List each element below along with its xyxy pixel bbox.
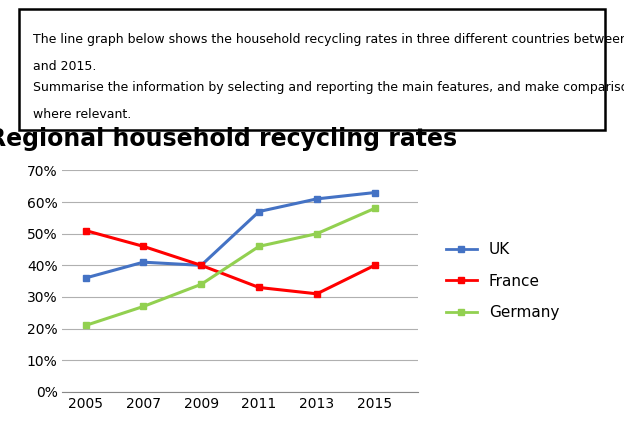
- Germany: [197, 282, 205, 287]
- UK: [82, 276, 89, 281]
- Text: where relevant.: where relevant.: [34, 108, 132, 121]
- Germany: [140, 304, 147, 309]
- Germany: [371, 206, 378, 211]
- FancyBboxPatch shape: [19, 9, 605, 130]
- UK: [255, 209, 263, 214]
- UK: [140, 259, 147, 265]
- Germany: [313, 231, 321, 236]
- Text: and 2015.: and 2015.: [34, 60, 97, 72]
- Line: UK: UK: [83, 190, 378, 281]
- France: [255, 285, 263, 290]
- France: [197, 263, 205, 268]
- Line: Germany: Germany: [83, 206, 378, 328]
- France: [371, 263, 378, 268]
- UK: [313, 196, 321, 201]
- Text: The line graph below shows the household recycling rates in three different coun: The line graph below shows the household…: [34, 33, 624, 46]
- Germany: [82, 323, 89, 328]
- Germany: [255, 244, 263, 249]
- France: [313, 291, 321, 296]
- UK: [371, 190, 378, 195]
- France: [82, 228, 89, 233]
- UK: [197, 263, 205, 268]
- Line: France: France: [83, 228, 378, 296]
- Text: Regional household recycling rates: Regional household recycling rates: [0, 127, 457, 151]
- France: [140, 244, 147, 249]
- Legend: UK, France, Germany: UK, France, Germany: [440, 236, 565, 327]
- Text: Summarise the information by selecting and reporting the main features, and make: Summarise the information by selecting a…: [34, 81, 624, 95]
